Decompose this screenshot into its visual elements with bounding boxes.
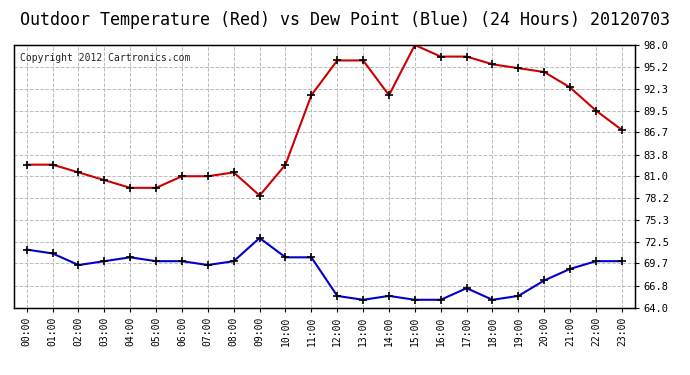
Text: Outdoor Temperature (Red) vs Dew Point (Blue) (24 Hours) 20120703: Outdoor Temperature (Red) vs Dew Point (… — [20, 11, 670, 29]
Text: Copyright 2012 Cartronics.com: Copyright 2012 Cartronics.com — [20, 53, 190, 63]
